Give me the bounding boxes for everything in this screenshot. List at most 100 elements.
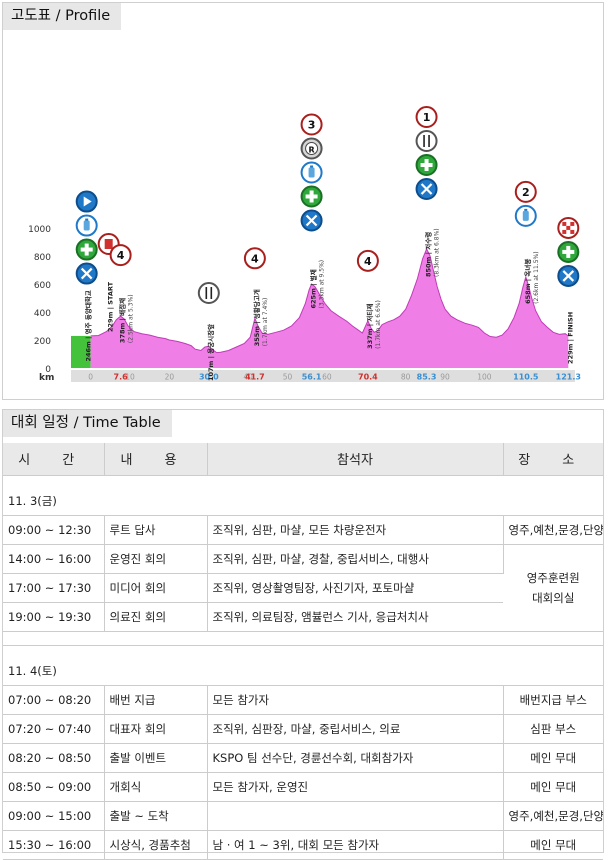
attendees-cell: 조직위, 심판장, 마샬, 중립서비스, 의료 — [207, 714, 504, 744]
section-spacer — [3, 631, 603, 646]
icon-glyph — [83, 196, 92, 207]
elevation-line — [90, 247, 569, 354]
route-icon — [75, 190, 98, 213]
climb-category-label: 3 — [308, 119, 316, 132]
feed-zone-icon: R — [300, 137, 323, 160]
medical-icon — [415, 154, 438, 176]
start-block — [71, 335, 91, 368]
content-cell: 개회식 — [104, 772, 208, 802]
time-cell: 14:00 ~ 16:00 — [3, 544, 105, 574]
icon-glyph — [562, 229, 567, 234]
climb-category-label: 4 — [251, 252, 259, 265]
attendees-cell: 모든 참가자, 운영진 — [207, 772, 504, 802]
medical-icon — [75, 238, 98, 261]
icon-glyph — [570, 229, 575, 234]
x-tick-label: 50 — [283, 373, 293, 382]
profile-panel: 0 200 400 600 800 1000 km 0 10 20 40 50 60 80 90 100 7.6… — [2, 2, 604, 400]
icon-glyph — [83, 220, 90, 231]
place-cell: 배번지급 부스 — [503, 685, 603, 715]
marker-label: 850m | 저수령 — [424, 232, 434, 277]
icon-circle — [109, 244, 132, 267]
table-row: 07:20 ~ 07:40 대표자 회의 조직위, 심판장, 마샬, 중립서비스… — [3, 714, 603, 744]
x-tick-label: 100 — [477, 373, 492, 382]
icon-circle — [356, 249, 379, 272]
icon-glyph — [305, 194, 318, 199]
icon-glyph — [80, 247, 93, 252]
place-line: 대회의실 — [532, 590, 575, 605]
bottle-icon — [514, 204, 537, 227]
table-row: 08:50 ~ 09:00 개회식 모든 참가자, 운영진 메인 무대 — [3, 772, 603, 802]
x-tick-label: 60 — [322, 373, 332, 382]
time-cell: 07:20 ~ 07:40 — [3, 714, 105, 744]
category-4-climb-icon: 4 — [109, 244, 132, 267]
repair-icon — [557, 264, 580, 287]
marker-label: 107m | 용궁시장앞 — [206, 324, 216, 381]
icon-circle — [243, 247, 266, 270]
attendees-cell — [207, 801, 504, 831]
climb-category-label: 2 — [522, 186, 530, 199]
time-cell: 09:00 ~ 15:00 — [3, 801, 105, 831]
table-row: 14:00 ~ 16:00 운영진 회의 조직위, 심판, 마샬, 경찰, 중립… — [3, 544, 603, 632]
climb-category-label: 4 — [364, 255, 372, 268]
time-cell: 08:20 ~ 08:50 — [3, 743, 105, 773]
header-content: 내 용 — [104, 443, 208, 476]
bottle-icon — [300, 161, 323, 184]
category-1-climb-icon: 1 — [415, 106, 438, 128]
marker-sublabel: (3.3km at 9.5%) — [319, 260, 326, 309]
marker-label: 229m | START — [107, 281, 116, 332]
content-cell: 의료진 회의 — [104, 602, 208, 632]
time-cell: 07:00 ~ 08:20 — [3, 685, 105, 715]
timetable-title: 대회 일정 / Time Table — [3, 410, 172, 437]
y-tick-label: 200 — [34, 337, 51, 347]
timetable-table: 시 간 내 용 참석자 장 소 11. 3(금) 09:00 ~ 12:30 루… — [3, 443, 603, 860]
x-tick-label-point: 56.1 — [302, 373, 322, 382]
table-row: 09:00 ~ 12:30 루트 답사 조직위, 심판, 마샬, 모든 차량운전… — [3, 515, 603, 545]
x-tick-label-point: 110.5 — [513, 373, 539, 382]
place-cell: 메인 무대 — [503, 772, 603, 802]
x-tick-label-point: 121.3 — [556, 373, 581, 382]
table-row: 08:20 ~ 08:50 출발 이벤트 KSPO 팀 선수단, 경륜선수회, … — [3, 743, 603, 773]
attendees-cell: 조직위, 영상촬영팀장, 사진기자, 포토마샬 — [207, 573, 503, 603]
marker-sublabel: (8.3km at 6.8%) — [434, 228, 441, 277]
marker-label: 337m | 저티재 — [365, 304, 375, 349]
marker-sublabel: (2.5km at 5.3%) — [128, 294, 135, 343]
attendees-cell: KSPO 팀 선수단, 경륜선수회, 대회참가자 — [207, 743, 504, 773]
x-tick-label: 90 — [440, 373, 450, 382]
repair-icon — [300, 209, 323, 232]
marker-label: 229m | FINISH — [566, 312, 575, 364]
x-tick-label: 10 — [125, 373, 135, 382]
x-tick-label-point: 7.6 — [114, 373, 129, 382]
climb-category-label: 1 — [423, 111, 431, 124]
category-2-climb-icon: 2 — [514, 180, 537, 203]
icon-glyph — [420, 183, 433, 195]
icon-glyph — [562, 221, 567, 226]
x-tick-label: 0 — [88, 373, 93, 382]
x-axis-bar — [71, 370, 575, 382]
climb-category-label: R — [308, 146, 314, 155]
header-time: 시 간 — [3, 443, 105, 476]
attendees-cell: 조직위, 의료팀장, 앰뷸런스 기사, 응급처치사 — [207, 602, 503, 632]
x-tick-label-point: 30.0 — [199, 373, 219, 382]
date-label: 11. 3(금) — [3, 475, 603, 516]
icon-glyph — [85, 218, 89, 221]
marker-sublabel: (2.6km at 11.5%) — [533, 251, 540, 303]
content-cell: 미디어 회의 — [104, 573, 208, 603]
content-cell: 배번 지급 — [104, 685, 208, 715]
icon-glyph — [420, 163, 433, 167]
icon-glyph — [308, 167, 315, 178]
icon-glyph — [566, 225, 571, 230]
place-cell: 영주,예천,문경,단양 — [503, 801, 603, 831]
marker-label: 378m | 배점재 — [118, 298, 128, 343]
content-cell: 운영진 회의 — [104, 544, 208, 574]
attendees-cell: 조직위, 심판, 마샬, 경찰, 중립서비스, 대행사 — [207, 544, 504, 574]
x-tick-label-point: 70.4 — [358, 373, 378, 382]
icon-glyph — [80, 267, 93, 280]
x-tick-label: 40 — [243, 373, 253, 382]
y-tick-label: 600 — [34, 281, 51, 291]
place-cell: 심판 부스 — [503, 714, 603, 744]
marker-sublabel: (1.7km at 7.4%) — [262, 298, 269, 347]
x-unit-label: km — [39, 373, 54, 383]
category-3-climb-icon: 3 — [300, 113, 323, 136]
table-row: 19:00 ~ 19:30 의료진 회의 조직위, 의료팀장, 앰뷸런스 기사,… — [3, 602, 603, 632]
